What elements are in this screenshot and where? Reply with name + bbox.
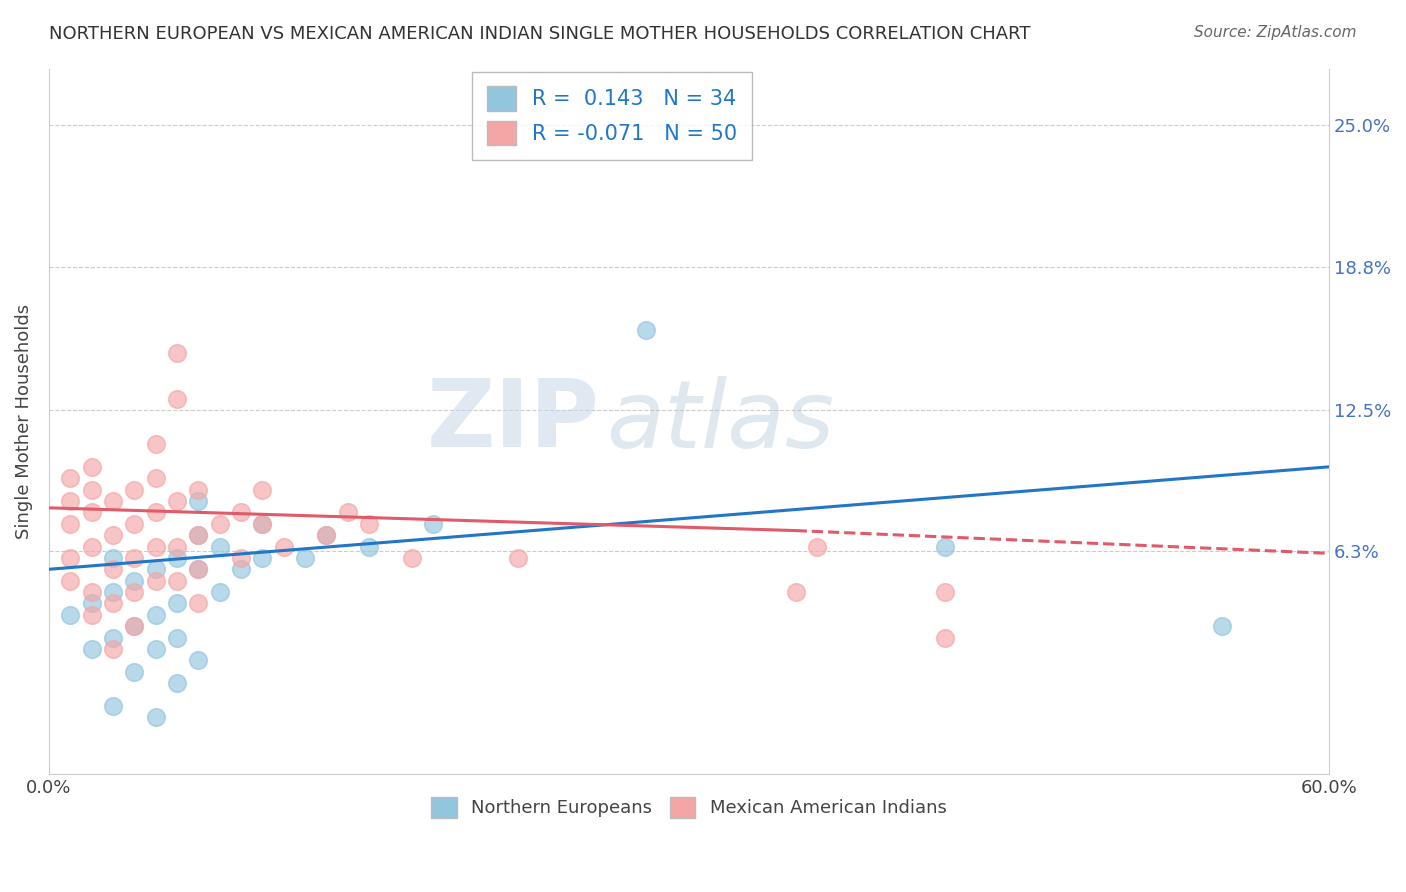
- Point: [273, 540, 295, 554]
- Point: [422, 516, 444, 531]
- Point: [208, 540, 231, 554]
- Point: [166, 346, 188, 360]
- Y-axis label: Single Mother Households: Single Mother Households: [15, 304, 32, 539]
- Legend: Northern Europeans, Mexican American Indians: Northern Europeans, Mexican American Ind…: [425, 789, 953, 825]
- Text: Source: ZipAtlas.com: Source: ZipAtlas.com: [1194, 25, 1357, 40]
- Point: [166, 494, 188, 508]
- Point: [315, 528, 337, 542]
- Point: [357, 516, 380, 531]
- Point: [934, 631, 956, 645]
- Point: [187, 483, 209, 497]
- Point: [59, 550, 82, 565]
- Point: [101, 642, 124, 657]
- Point: [124, 550, 146, 565]
- Point: [166, 631, 188, 645]
- Point: [101, 528, 124, 542]
- Point: [145, 505, 167, 519]
- Text: ZIP: ZIP: [426, 376, 599, 467]
- Point: [101, 596, 124, 610]
- Point: [229, 550, 252, 565]
- Point: [252, 483, 274, 497]
- Text: atlas: atlas: [606, 376, 834, 467]
- Point: [59, 607, 82, 622]
- Point: [166, 676, 188, 690]
- Point: [124, 619, 146, 633]
- Point: [357, 540, 380, 554]
- Point: [208, 516, 231, 531]
- Point: [806, 540, 828, 554]
- Point: [252, 550, 274, 565]
- Point: [80, 505, 103, 519]
- Point: [124, 665, 146, 679]
- Point: [80, 540, 103, 554]
- Point: [101, 562, 124, 576]
- Point: [636, 323, 658, 337]
- Point: [80, 642, 103, 657]
- Point: [80, 596, 103, 610]
- Point: [101, 631, 124, 645]
- Point: [145, 540, 167, 554]
- Point: [166, 574, 188, 588]
- Point: [80, 607, 103, 622]
- Text: NORTHERN EUROPEAN VS MEXICAN AMERICAN INDIAN SINGLE MOTHER HOUSEHOLDS CORRELATIO: NORTHERN EUROPEAN VS MEXICAN AMERICAN IN…: [49, 25, 1031, 43]
- Point: [145, 607, 167, 622]
- Point: [80, 585, 103, 599]
- Point: [166, 392, 188, 406]
- Point: [145, 437, 167, 451]
- Point: [124, 585, 146, 599]
- Point: [166, 540, 188, 554]
- Point: [187, 494, 209, 508]
- Point: [187, 653, 209, 667]
- Point: [508, 550, 530, 565]
- Point: [124, 574, 146, 588]
- Point: [145, 574, 167, 588]
- Point: [145, 471, 167, 485]
- Point: [934, 585, 956, 599]
- Point: [145, 562, 167, 576]
- Point: [59, 516, 82, 531]
- Point: [124, 516, 146, 531]
- Point: [124, 619, 146, 633]
- Point: [208, 585, 231, 599]
- Point: [252, 516, 274, 531]
- Point: [187, 596, 209, 610]
- Point: [59, 574, 82, 588]
- Point: [229, 505, 252, 519]
- Point: [124, 483, 146, 497]
- Point: [294, 550, 316, 565]
- Point: [101, 550, 124, 565]
- Point: [145, 642, 167, 657]
- Point: [166, 596, 188, 610]
- Point: [785, 585, 807, 599]
- Point: [80, 459, 103, 474]
- Point: [229, 562, 252, 576]
- Point: [101, 494, 124, 508]
- Point: [101, 585, 124, 599]
- Point: [187, 562, 209, 576]
- Point: [187, 528, 209, 542]
- Point: [1211, 619, 1233, 633]
- Point: [145, 710, 167, 724]
- Point: [59, 471, 82, 485]
- Point: [187, 528, 209, 542]
- Point: [101, 698, 124, 713]
- Point: [187, 562, 209, 576]
- Point: [934, 540, 956, 554]
- Point: [252, 516, 274, 531]
- Point: [336, 505, 359, 519]
- Point: [315, 528, 337, 542]
- Point: [80, 483, 103, 497]
- Point: [59, 494, 82, 508]
- Point: [166, 550, 188, 565]
- Point: [401, 550, 423, 565]
